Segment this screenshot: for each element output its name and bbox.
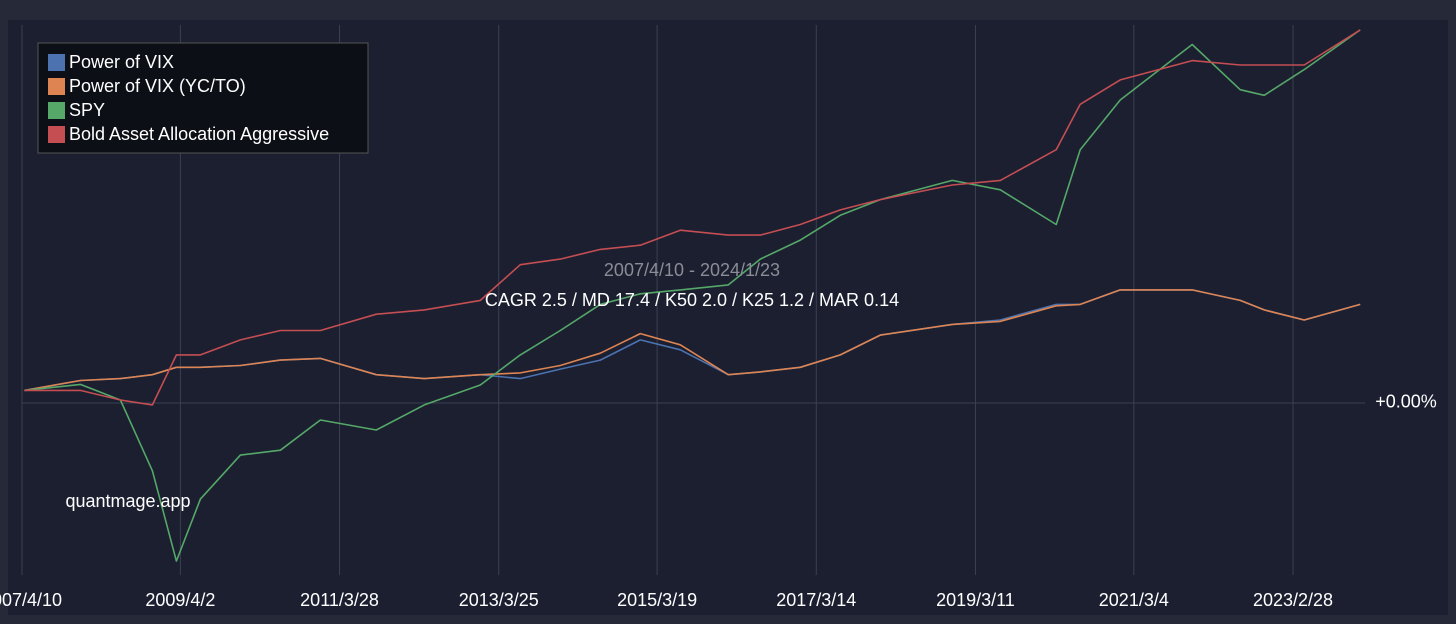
- stats: CAGR 2.5 / MD 17.4 / K50 2.0 / K25 1.2 /…: [485, 290, 899, 310]
- legend: Power of VIX Power of VIX (YC/TO) SPY Bold …: [37, 42, 369, 154]
- x-tick-label: 2007/4/10: [0, 590, 62, 610]
- y-tick-label: +0.00%: [1375, 392, 1437, 412]
- x-tick-label: 2023/2/28: [1253, 590, 1333, 610]
- x-tick-label: 2021/3/4: [1099, 590, 1169, 610]
- x-tick-label: 2015/3/19: [617, 590, 697, 610]
- watermark: quantmage.app: [65, 491, 190, 511]
- series-line: [24, 289, 1361, 392]
- series-line: [24, 29, 1361, 562]
- legend-swatch: [48, 54, 65, 71]
- date-range: 2007/4/10 - 2024/1/23: [604, 260, 780, 280]
- x-tick-label: 2019/3/11: [936, 590, 1015, 610]
- legend-label: Power of VIX: [69, 52, 174, 72]
- x-tick-label: 2009/4/2: [145, 590, 215, 610]
- x-tick-label: 2013/3/25: [459, 590, 539, 610]
- legend-swatch: [48, 126, 65, 143]
- x-tick-label: 2011/3/28: [300, 590, 379, 610]
- legend-label: SPY: [69, 100, 105, 120]
- legend-label: Power of VIX (YC/TO): [69, 76, 246, 96]
- legend-swatch: [48, 78, 65, 95]
- legend-swatch: [48, 102, 65, 119]
- legend-label: Bold Asset Allocation Aggressive: [69, 124, 329, 144]
- series-line: [24, 29, 1361, 406]
- legend-box: [37, 42, 369, 154]
- lines: [24, 29, 1361, 562]
- x-tick-label: 2017/3/14: [776, 590, 856, 610]
- grid: [21, 25, 1365, 575]
